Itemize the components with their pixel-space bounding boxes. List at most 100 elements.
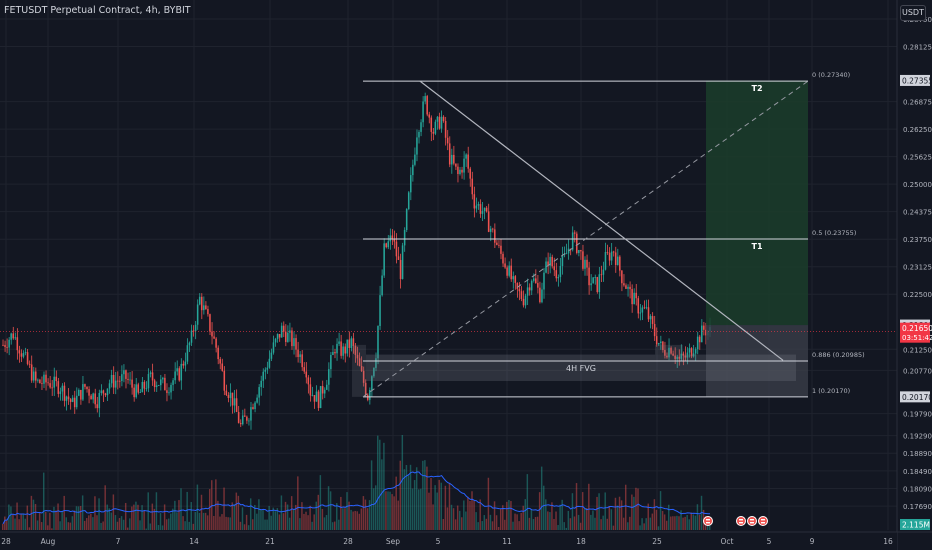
candle-body <box>539 287 541 303</box>
candle-body <box>10 333 12 340</box>
volume-bar <box>180 488 182 530</box>
y-tick-label: 0.23750 <box>903 236 932 244</box>
candle-body <box>604 251 607 270</box>
candle-body <box>494 229 496 243</box>
volume-bar <box>206 515 209 530</box>
y-tick-label: 0.25000 <box>903 181 932 189</box>
current-price-label: 0.21650 <box>902 324 932 333</box>
event-marker-icon[interactable] <box>736 516 746 526</box>
volume-bar <box>10 506 12 530</box>
x-tick-label: 18 <box>576 537 586 546</box>
candle-body <box>291 330 293 347</box>
volume-bar <box>692 514 695 530</box>
volume-bar <box>63 495 65 530</box>
candle-body <box>287 332 289 342</box>
candle-body <box>502 253 504 264</box>
volume-bar <box>167 518 170 530</box>
volume-bar <box>606 518 608 530</box>
candle-body <box>311 395 314 396</box>
candle-body <box>627 286 629 289</box>
volume-bar <box>133 504 135 530</box>
candle-body <box>235 398 238 412</box>
x-tick-label: 16 <box>883 537 893 546</box>
volume-bar <box>338 519 340 530</box>
y-tick-label: 0.24375 <box>903 209 932 217</box>
candle-body <box>164 377 166 391</box>
volume-bar <box>28 527 31 530</box>
volume-bar <box>504 519 506 530</box>
candle-body <box>403 230 406 246</box>
x-tick-label: Sep <box>386 537 400 546</box>
candle-body <box>285 331 287 342</box>
volume-bar <box>75 506 78 530</box>
volume-bar <box>510 501 512 530</box>
volume-bar <box>213 515 215 530</box>
volume-bar <box>333 521 336 530</box>
candle-body <box>61 385 64 392</box>
candle-body <box>53 376 55 388</box>
candle-body <box>674 355 676 359</box>
volume-bar <box>280 495 283 530</box>
x-tick-label: 28 <box>343 537 353 546</box>
event-marker-icon[interactable] <box>758 516 768 526</box>
candle-body <box>500 245 502 254</box>
volume-bar <box>73 510 76 530</box>
candle-body <box>453 154 455 164</box>
price-axis-background <box>897 0 932 550</box>
y-tick-label: 0.28125 <box>903 44 932 52</box>
volume-bar <box>532 519 535 530</box>
candle-body <box>356 354 359 359</box>
volume-bar <box>143 510 145 530</box>
volume-bar <box>641 518 643 530</box>
candle-body <box>57 381 60 394</box>
volume-bar <box>579 522 582 530</box>
candle-body <box>69 399 72 402</box>
candle-body <box>215 338 217 348</box>
event-marker-icon[interactable] <box>747 516 757 526</box>
candle-body <box>73 397 76 408</box>
candle-body <box>690 348 693 357</box>
candle-body <box>633 292 635 305</box>
candle-body <box>114 380 117 388</box>
volume-bar <box>385 491 387 530</box>
volume-bar <box>4 516 6 530</box>
volume-bar <box>465 511 467 530</box>
candle-body <box>137 384 140 393</box>
volume-bar <box>319 475 322 530</box>
volume-bar <box>346 492 348 530</box>
candle-body <box>289 330 291 333</box>
x-tick-label: 5 <box>767 537 772 546</box>
volume-bar <box>401 435 404 530</box>
candle-body <box>653 323 656 337</box>
volume-bar <box>122 519 125 530</box>
volume-bar <box>139 520 141 530</box>
currency-button[interactable]: USDT <box>900 5 926 21</box>
volume-bar <box>389 491 391 530</box>
candle-body <box>578 250 580 253</box>
y-tick-label: 0.18890 <box>903 450 932 458</box>
volume-bar <box>321 508 324 530</box>
candle-body <box>231 392 234 406</box>
candle-body <box>506 267 508 276</box>
volume-bar <box>176 512 178 530</box>
candle-body <box>655 336 658 345</box>
volume-bar <box>440 482 442 530</box>
event-marker-icon[interactable] <box>703 516 713 526</box>
volume-bar <box>448 482 451 530</box>
candle-body <box>524 295 527 306</box>
candle-body <box>321 386 324 394</box>
volume-bar <box>208 489 211 530</box>
volume-bar <box>555 511 557 530</box>
volume-bar <box>86 518 88 530</box>
volume-bar <box>235 492 238 530</box>
candle-body <box>12 333 14 339</box>
volume-bar <box>30 495 33 530</box>
volume-bar <box>659 491 662 530</box>
volume-bar <box>301 502 303 530</box>
candle-body <box>162 377 164 380</box>
candle-body <box>22 353 25 357</box>
candle-body <box>59 391 62 394</box>
volume-bar <box>49 512 51 530</box>
